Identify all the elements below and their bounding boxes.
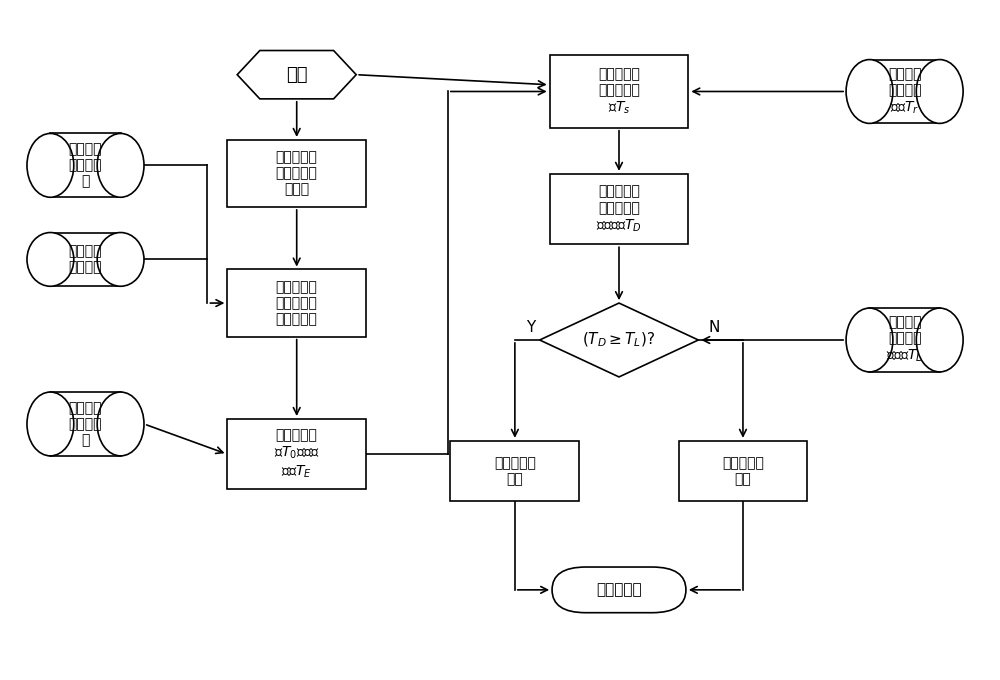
FancyBboxPatch shape xyxy=(227,140,366,207)
Ellipse shape xyxy=(916,308,963,372)
Text: 卫星相机
识别目标
时间$T_r$: 卫星相机 识别目标 时间$T_r$ xyxy=(888,67,921,116)
FancyBboxPatch shape xyxy=(450,441,579,501)
Ellipse shape xyxy=(27,133,74,197)
Ellipse shape xyxy=(97,392,144,456)
Ellipse shape xyxy=(846,60,893,123)
Text: 计算跟踪的
时间窗口前
沿$T_s$: 计算跟踪的 时间窗口前 沿$T_s$ xyxy=(598,67,640,116)
Text: $(T_D\geq T_L)$?: $(T_D\geq T_L)$? xyxy=(582,330,656,350)
Text: 跟踪窗口
的最短时
间限制$T_L$: 跟踪窗口 的最短时 间限制$T_L$ xyxy=(886,316,923,364)
FancyBboxPatch shape xyxy=(552,567,686,613)
Bar xyxy=(50,392,121,456)
Bar xyxy=(869,60,940,123)
Bar xyxy=(50,233,121,286)
FancyBboxPatch shape xyxy=(550,55,688,128)
Text: 卫星轨道
初值与常
数: 卫星轨道 初值与常 数 xyxy=(69,142,102,188)
FancyBboxPatch shape xyxy=(227,419,366,490)
Polygon shape xyxy=(237,50,356,99)
Text: 读取初筛选
的圈次及最
高仰角: 读取初筛选 的圈次及最 高仰角 xyxy=(276,150,318,197)
Text: 卫星俯仰
角的上下
限: 卫星俯仰 角的上下 限 xyxy=(69,401,102,447)
Polygon shape xyxy=(540,303,698,377)
Text: N: N xyxy=(708,320,720,335)
Ellipse shape xyxy=(97,233,144,286)
Bar xyxy=(50,133,121,197)
Ellipse shape xyxy=(97,133,144,197)
Text: 生成卫星与
观测点的相
对几何关系: 生成卫星与 观测点的相 对几何关系 xyxy=(276,280,318,326)
Text: Y: Y xyxy=(526,320,536,335)
Text: 动态目标
弹道基点: 动态目标 弹道基点 xyxy=(69,244,102,275)
Ellipse shape xyxy=(916,60,963,123)
Ellipse shape xyxy=(27,392,74,456)
FancyBboxPatch shape xyxy=(227,269,366,337)
Text: 排除该可见
圈次: 排除该可见 圈次 xyxy=(722,456,764,486)
Text: 生成跟踪窗
口前后沿与
最大时长$T_D$: 生成跟踪窗 口前后沿与 最大时长$T_D$ xyxy=(596,184,642,233)
Text: 计算跟踪开
始$T_0$与结束
时刻$T_E$: 计算跟踪开 始$T_0$与结束 时刻$T_E$ xyxy=(274,428,319,480)
Text: 保留该可见
圈次: 保留该可见 圈次 xyxy=(494,456,536,486)
Bar xyxy=(869,308,940,372)
FancyBboxPatch shape xyxy=(550,174,688,244)
Text: 开始: 开始 xyxy=(286,66,307,84)
Ellipse shape xyxy=(846,308,893,372)
FancyBboxPatch shape xyxy=(678,441,807,501)
Text: 完成细筛选: 完成细筛选 xyxy=(596,582,642,597)
Ellipse shape xyxy=(27,233,74,286)
